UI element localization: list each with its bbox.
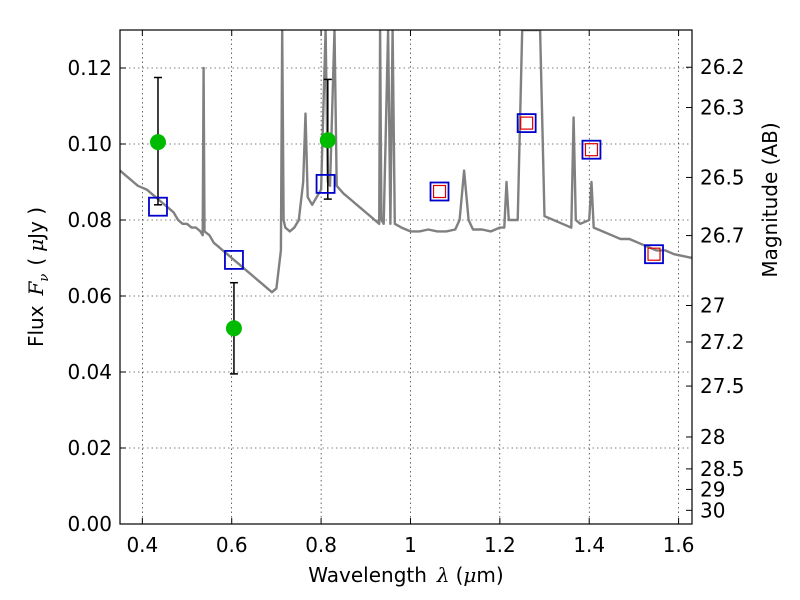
model-point: [429, 181, 450, 202]
mag-tick-label: 26.3: [700, 96, 745, 120]
y-tick-label: 0.00: [67, 512, 112, 536]
x-tick-label: 0.6: [216, 533, 248, 557]
x-tick-label: 0.8: [305, 533, 337, 557]
model-point: [148, 196, 168, 217]
model-point: [224, 249, 244, 270]
model-point-inner: [432, 184, 447, 199]
y-tick-label: 0.02: [67, 436, 112, 460]
observed-point: [149, 134, 166, 151]
x-tick-label: 0.4: [126, 533, 158, 557]
mag-tick-label: 27: [700, 294, 725, 318]
y-tick-label: 0.04: [67, 360, 112, 384]
spectrum-line: [120, 30, 692, 294]
model-point: [516, 113, 537, 133]
mag-tick-label: 26.7: [700, 224, 745, 248]
mag-tick-label: 27.2: [700, 330, 745, 354]
y-tick-label: 0.12: [67, 56, 112, 80]
model-point-inner: [584, 143, 599, 157]
model-point-inner: [520, 116, 534, 130]
mag-tick-label: 28.5: [700, 457, 745, 481]
model-point: [581, 139, 602, 160]
x-tick-label: 1.4: [573, 533, 605, 557]
mag-tick-label: 29: [700, 477, 725, 501]
x-tick-label: 1.6: [663, 533, 695, 557]
x-tick-label: 1.2: [484, 533, 516, 557]
mag-tick-label: 28: [700, 425, 725, 449]
model-point-inner: [647, 247, 661, 261]
model-point: [315, 173, 336, 194]
mag-tick-label: 26.5: [700, 165, 745, 189]
data-layer: [120, 30, 692, 375]
plot-area: [120, 30, 692, 524]
mag-tick-label: 26.2: [700, 55, 745, 79]
x-tick-label: 1: [404, 533, 417, 557]
y-tick-label: 0.10: [67, 132, 112, 156]
mag-tick-label: 30: [700, 498, 725, 522]
model-point: [644, 244, 664, 265]
observed-point: [225, 320, 242, 337]
mag-tick-label: 27.5: [700, 374, 745, 398]
y-axis-label: FluxFν(μJy ): [24, 207, 52, 347]
y2-axis-label: Magnitude (AB): [758, 122, 782, 277]
y-tick-label: 0.08: [67, 208, 112, 232]
plot-frame: [119, 29, 693, 525]
observed-point: [319, 132, 336, 149]
ticks: 0.4 0.6 0.8 1 1.2 1.4 1.6 0.00 0.02 0.04 0.06 0.08 0…: [67, 30, 745, 557]
x-axis-label: Wavelength λ (μm): [308, 563, 503, 587]
y-tick-label: 0.06: [67, 284, 112, 308]
